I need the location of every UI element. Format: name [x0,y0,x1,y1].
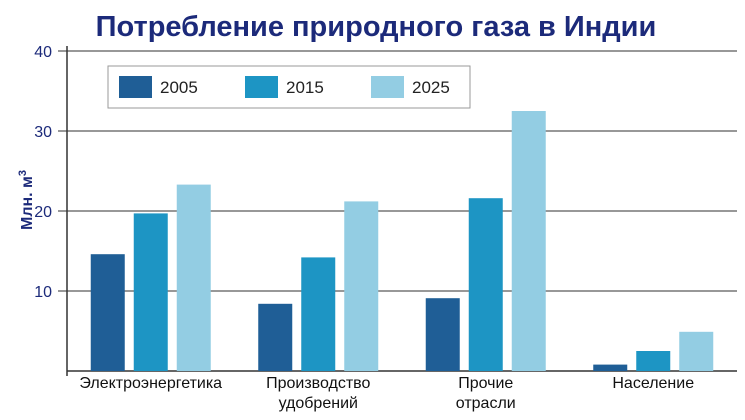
bar-2025-3 [511,111,546,371]
x-category-label: Производство [266,375,370,392]
bar-2015-1 [133,213,168,371]
x-category-label: Прочие [458,375,513,392]
bar-2025-2 [344,201,379,371]
category-labels: Электроэнергетика Производство удобрений Пр… [79,375,694,412]
y-tick-label: 30 [34,124,52,141]
bar-2005-3 [425,298,460,371]
bar-2015-4 [636,351,671,371]
legend: 2005 2015 2025 [107,65,471,109]
legend-box [107,65,471,109]
y-tick-label: 10 [34,284,52,301]
x-category-label: Электроэнергетика [79,375,222,392]
gridlines [58,50,737,292]
legend-label: 2025 [412,78,450,97]
bar-2025-4 [679,331,714,371]
x-category-label: Население [612,375,694,392]
legend-swatch-2025 [371,76,404,98]
x-category-label: удобрений [279,395,358,412]
x-category-label: отрасли [456,395,516,412]
y-axis-label-text: Млн. м [19,176,36,230]
legend-swatch-2015 [245,76,278,98]
bar-2015-3 [468,198,503,371]
legend-label: 2015 [286,78,324,97]
bar-2005-1 [90,254,125,371]
bar-2025-1 [176,184,211,371]
y-axis-label: Млн. м3 [17,170,36,230]
y-axis-label-superscript: 3 [17,170,29,176]
bar-2005-4 [593,364,628,371]
bars [90,111,714,371]
legend-swatch-2005 [119,76,152,98]
chart-title: Потребление природного газа в Индии [96,11,657,43]
bar-2015-2 [301,257,336,371]
y-tick-label: 40 [34,44,52,61]
legend-label: 2005 [160,78,198,97]
y-tick-label: 20 [34,204,52,221]
bar-2005-2 [258,303,293,371]
